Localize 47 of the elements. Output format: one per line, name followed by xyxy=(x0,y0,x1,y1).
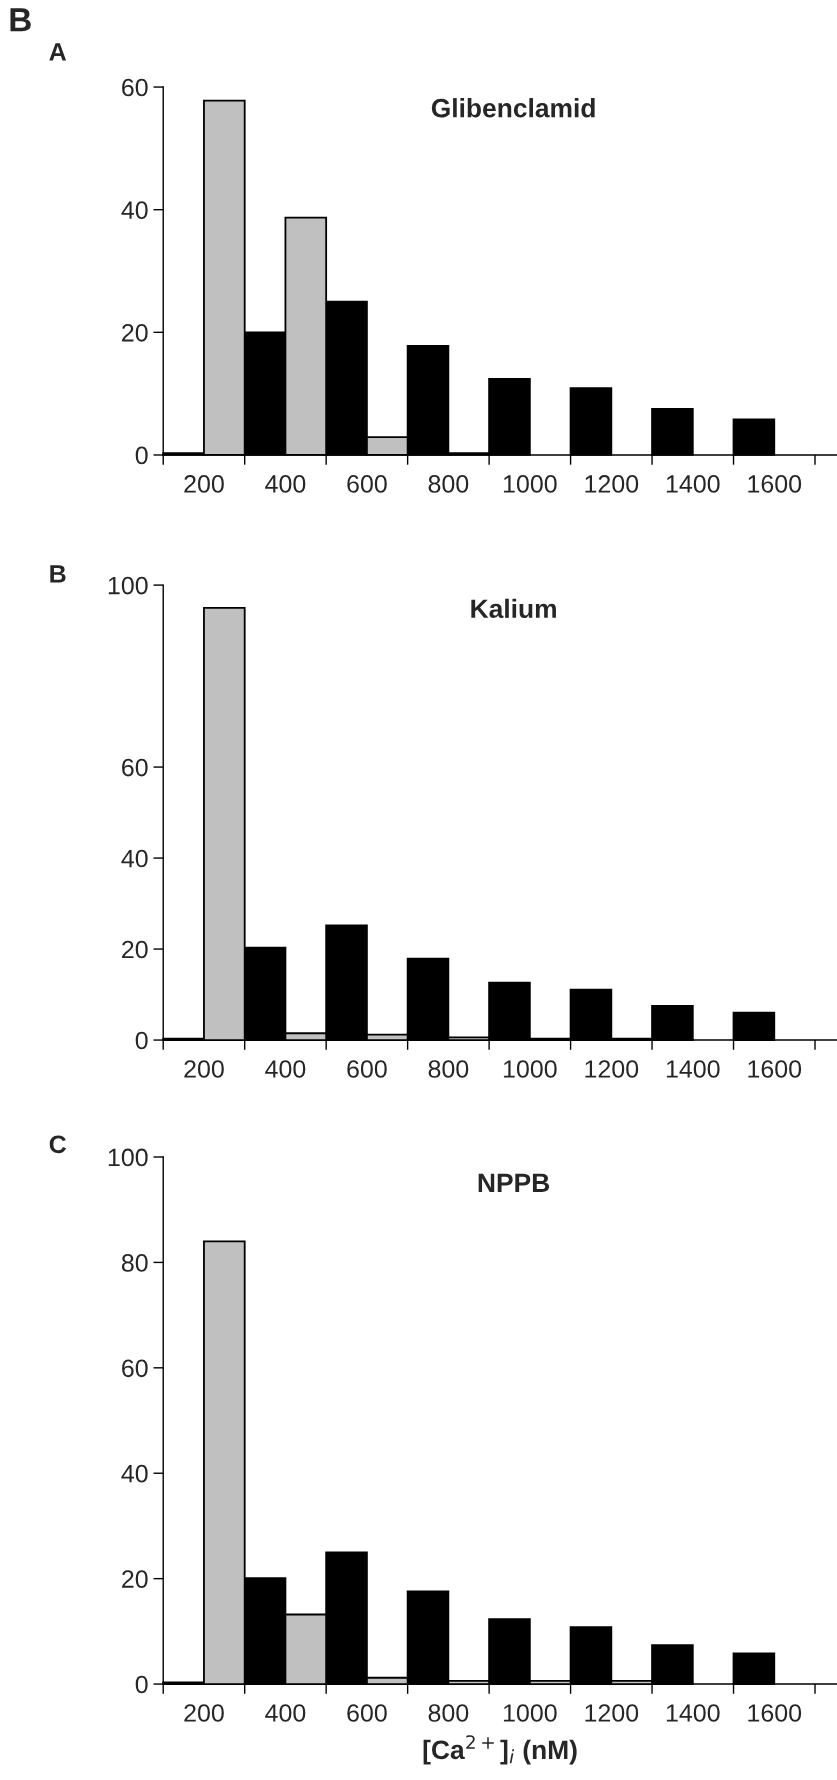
x-tick-label: 600 xyxy=(347,1060,387,1078)
y-tick-label: 60 xyxy=(122,1359,148,1378)
y-tick-label: 20 xyxy=(122,1570,148,1588)
x-tick-label: 1600 xyxy=(748,1060,802,1078)
x-tick-label: 400 xyxy=(265,1704,306,1722)
x-tick-label: 1200 xyxy=(585,1060,639,1078)
x-tick-label: 1400 xyxy=(666,1060,720,1078)
x-tick-label: 1000 xyxy=(503,1060,557,1078)
y-tick-label: 40 xyxy=(121,849,148,868)
x-tick-label: 200 xyxy=(184,475,224,493)
y-tick-label: 60 xyxy=(122,758,148,777)
x-tick-label: 1400 xyxy=(666,1704,720,1722)
y-tick-label: 0 xyxy=(135,446,148,465)
x-tick-label: 1000 xyxy=(503,475,557,493)
y-tick-label: 80 xyxy=(121,1254,148,1272)
x-tick-label: 200 xyxy=(184,1704,224,1722)
chart-title: NPPB xyxy=(478,1173,550,1192)
x-tick-label: 800 xyxy=(428,1704,469,1722)
x-tick-label: 1600 xyxy=(748,475,802,493)
y-tick-label: 0 xyxy=(135,1675,148,1694)
y-tick-label: 40 xyxy=(121,201,148,219)
x-tick-label: 1200 xyxy=(585,475,639,493)
y-tick-label: 0 xyxy=(135,1031,148,1050)
x-tick-label: 1000 xyxy=(503,1704,557,1722)
text: B xyxy=(10,8,31,32)
x-tick-label: 200 xyxy=(184,1060,224,1078)
text: B xyxy=(50,565,66,583)
text: A xyxy=(49,43,67,61)
text: C xyxy=(49,1135,67,1154)
y-tick-label: 20 xyxy=(122,940,148,959)
x-tick-label: 1200 xyxy=(585,1704,639,1722)
x-tick-label: 400 xyxy=(265,475,306,493)
x-tick-label: 800 xyxy=(428,475,469,493)
x-tick-label: 400 xyxy=(265,1060,306,1078)
x-tick-label: 600 xyxy=(347,1704,387,1722)
x-axis-title: [Ca$^{2+}$]$_{i}$ (nM) xyxy=(423,1735,577,1765)
chart-title: Kalium xyxy=(471,598,556,619)
y-tick-label: 100 xyxy=(108,576,148,595)
x-tick-label: 1400 xyxy=(666,475,720,493)
x-tick-label: 800 xyxy=(428,1060,469,1078)
y-tick-label: 60 xyxy=(122,78,148,97)
x-tick-label: 1600 xyxy=(748,1704,802,1722)
y-tick-label: 20 xyxy=(122,323,148,342)
x-tick-label: 600 xyxy=(347,475,387,493)
y-tick-label: 100 xyxy=(108,1148,148,1167)
y-tick-label: 40 xyxy=(121,1464,148,1483)
chart-title: Glibenclamid xyxy=(431,98,595,118)
